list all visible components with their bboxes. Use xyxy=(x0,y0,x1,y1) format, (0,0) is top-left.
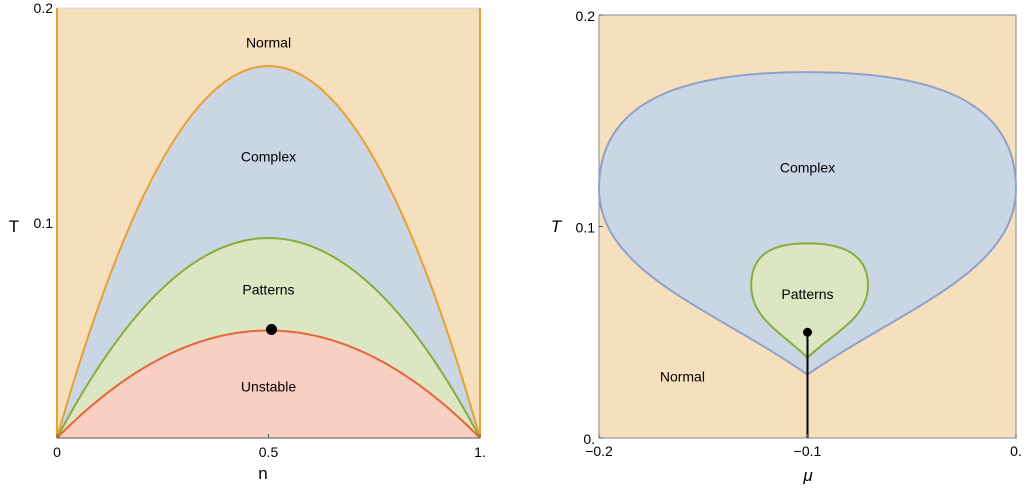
patterns-region xyxy=(750,242,869,360)
critical-point xyxy=(803,327,812,337)
x-tick-label: 0 xyxy=(53,444,61,460)
region-label: Patterns xyxy=(781,286,833,302)
y-tick-label: 0.2 xyxy=(576,8,596,24)
y-tick-label: 0.2 xyxy=(34,0,54,16)
patterns-region xyxy=(57,238,480,438)
x-tick-label: −0.2 xyxy=(585,443,613,459)
right-chart: −0.2 −0.1 0. 0. 0.1 0.2 Complex Patterns Normal xyxy=(576,8,1022,459)
x-tick-label: −0.1 xyxy=(794,443,822,459)
left-x-axis-label: n xyxy=(258,464,267,483)
complex-region xyxy=(597,71,1018,376)
region-label: Unstable xyxy=(241,378,296,394)
region-label: Complex xyxy=(241,148,296,164)
region-label: Patterns xyxy=(242,282,294,298)
left-y-axis-label: T xyxy=(9,217,19,236)
critical-point xyxy=(266,324,277,335)
x-tick-label: 0. xyxy=(1010,443,1022,459)
x-tick-label: 1. xyxy=(474,444,486,460)
normal-complex-boundary xyxy=(56,65,481,439)
left-chart: 0 0.5 1. 0.1 0.2 Normal Complex Patterns Unstabl… xyxy=(34,0,486,460)
complex-region xyxy=(57,66,480,439)
region-label: Normal xyxy=(660,369,705,385)
right-x-axis-label: μ xyxy=(802,466,813,485)
region-label: Complex xyxy=(780,159,835,175)
y-tick-label: 0.1 xyxy=(34,215,54,231)
region-label: Normal xyxy=(246,34,291,50)
x-tick-label: 0.5 xyxy=(259,444,279,460)
y-tick-label: 0.1 xyxy=(576,220,596,236)
unstable-region xyxy=(57,330,480,438)
y-tick-label: 0. xyxy=(583,431,595,447)
right-y-axis-label: T xyxy=(551,217,563,236)
complex-patterns-boundary xyxy=(56,237,481,439)
